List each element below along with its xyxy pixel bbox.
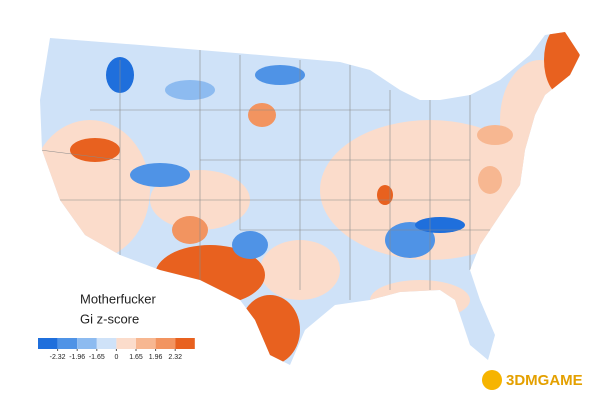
- watermark-icon: [482, 370, 502, 390]
- legend-tick-label: 1.65: [129, 354, 143, 361]
- legend-swatch: [38, 338, 58, 349]
- legend-swatch: [116, 338, 136, 349]
- legend-swatch: [136, 338, 156, 349]
- legend-swatch: [57, 338, 78, 349]
- legend-title: Gi z-score: [80, 311, 139, 326]
- legend-tick-label: 2.32: [168, 354, 182, 361]
- legend-swatch: [96, 338, 117, 349]
- legend-tick-label: -2.32: [50, 354, 66, 361]
- legend-swatch: [175, 338, 195, 349]
- legend: -2.32 -1.96 -1.65 0 1.65 1.96 2.32: [38, 338, 195, 361]
- legend-tick-label: 0: [114, 354, 118, 361]
- legend-tick-label: -1.96: [69, 354, 85, 361]
- legend-swatch: [155, 338, 176, 349]
- legend-tick-label: -1.65: [89, 354, 105, 361]
- map-title: Motherfucker: [80, 291, 157, 306]
- watermark: 3DMGAME: [506, 372, 583, 389]
- legend-tick-label: 1.96: [149, 354, 163, 361]
- legend-swatch: [77, 338, 97, 349]
